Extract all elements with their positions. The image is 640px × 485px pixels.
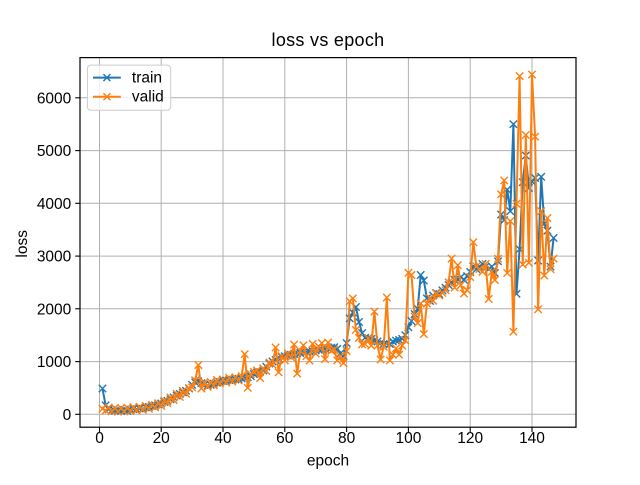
- svg-text:40: 40: [214, 430, 232, 447]
- svg-text:loss: loss: [14, 230, 31, 258]
- svg-text:120: 120: [457, 430, 483, 447]
- svg-text:0: 0: [63, 407, 72, 424]
- svg-text:140: 140: [519, 430, 545, 447]
- svg-text:4000: 4000: [37, 196, 72, 213]
- svg-text:80: 80: [338, 430, 356, 447]
- svg-text:100: 100: [395, 430, 421, 447]
- svg-text:0: 0: [95, 430, 104, 447]
- svg-text:valid: valid: [132, 89, 164, 106]
- svg-text:5000: 5000: [37, 143, 72, 160]
- svg-text:3000: 3000: [37, 249, 72, 266]
- svg-text:20: 20: [153, 430, 171, 447]
- svg-text:epoch: epoch: [307, 453, 349, 470]
- svg-text:6000: 6000: [37, 90, 72, 107]
- svg-text:loss vs epoch: loss vs epoch: [272, 30, 385, 50]
- svg-text:train: train: [132, 70, 162, 87]
- svg-text:2000: 2000: [37, 301, 72, 318]
- svg-text:1000: 1000: [37, 354, 72, 371]
- svg-text:60: 60: [276, 430, 294, 447]
